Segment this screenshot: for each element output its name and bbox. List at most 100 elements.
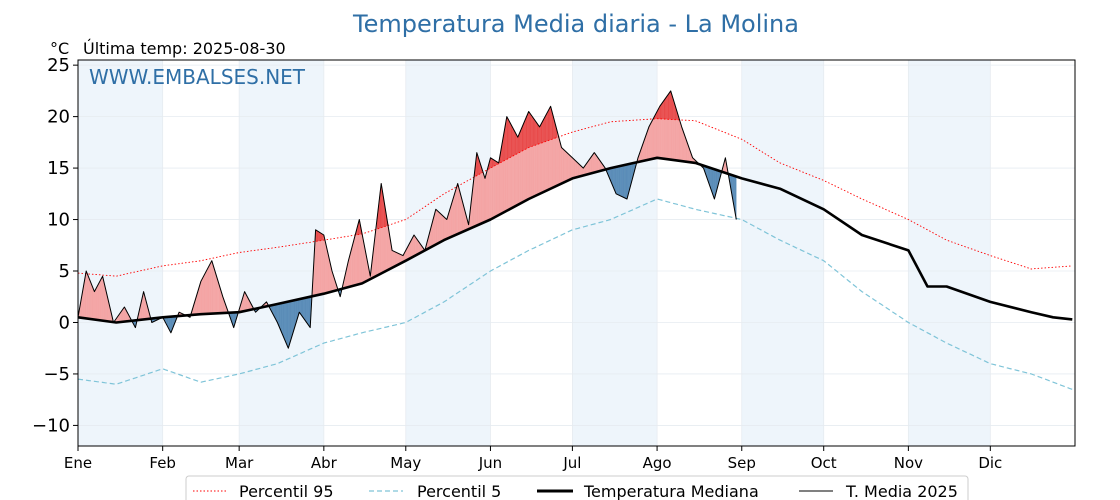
legend-label-p95: Percentil 95 — [239, 482, 334, 500]
deviation-fill — [101, 276, 103, 321]
y-tick-label: 10 — [47, 210, 70, 231]
series-line-median — [77, 156, 1073, 324]
deviation-fill — [568, 153, 570, 181]
above-p95-fill — [316, 230, 319, 242]
y-tick-label: −10 — [32, 415, 70, 436]
deviation-fill — [486, 168, 488, 222]
plot-frame — [77, 59, 1076, 447]
deviation-fill — [88, 277, 91, 320]
deviation-fill — [615, 166, 618, 195]
above-p95-fill — [513, 129, 516, 156]
deviation-fill — [207, 265, 210, 315]
deviation-fill — [457, 183, 460, 235]
deviation-fill — [592, 152, 595, 174]
x-tick-label: Ene — [64, 454, 92, 472]
above-p95-fill — [506, 116, 509, 160]
x-tick-label: Dic — [978, 454, 1002, 472]
deviation-fill — [214, 269, 217, 314]
deviation-fill — [413, 234, 416, 257]
deviation-fill — [437, 210, 439, 245]
above-p95-fill — [538, 124, 540, 145]
above-p95-fill — [667, 92, 670, 120]
deviation-fill — [319, 232, 322, 295]
x-tick-label: Abr — [311, 454, 338, 472]
x-tick-label: Sep — [728, 454, 756, 472]
chart-title: Temperatura Media diaria - La Molina — [352, 10, 799, 38]
deviation-fill — [579, 163, 581, 177]
deviation-fill — [87, 274, 90, 319]
above-p95-fill — [663, 98, 666, 120]
above-p95-fill — [535, 120, 538, 146]
y-tick-label: −5 — [43, 364, 70, 385]
deviation-fill — [307, 296, 309, 327]
deviation-fill — [484, 173, 487, 223]
deviation-fill — [439, 212, 442, 243]
y-tick-label: 0 — [59, 312, 70, 333]
deviation-fill — [353, 234, 356, 286]
deviation-fill — [289, 300, 292, 344]
deviation-fill — [618, 165, 621, 196]
deviation-fill — [482, 169, 484, 224]
deviation-fill — [681, 126, 684, 162]
deviation-fill — [285, 301, 288, 346]
deviation-fill — [435, 208, 438, 245]
deviation-fill — [301, 298, 304, 319]
deviation-fill — [355, 229, 357, 286]
deviation-fill — [680, 122, 682, 162]
deviation-fill — [620, 165, 622, 197]
x-tick-label: Ago — [643, 454, 672, 472]
deviation-fill — [391, 250, 394, 269]
deviation-fill — [590, 156, 592, 174]
deviation-fill — [572, 157, 574, 179]
deviation-fill — [648, 124, 651, 160]
y-tick-label: 15 — [47, 158, 70, 179]
y-axis: 25 20 15 10 5 0 −5 −10 — [32, 55, 78, 436]
deviation-fill — [211, 260, 214, 314]
deviation-fill — [94, 288, 96, 320]
deviation-fill — [480, 165, 483, 225]
above-p95-fill — [534, 118, 536, 146]
deviation-fill — [564, 149, 566, 183]
deviation-fill — [594, 152, 596, 173]
above-p95-fill — [669, 90, 671, 120]
legend-label-p5: Percentil 5 — [417, 482, 501, 500]
y-tick-label: 25 — [47, 55, 70, 76]
deviation-fill — [282, 302, 285, 339]
deviation-fill — [569, 154, 572, 180]
above-p95-fill — [542, 119, 544, 143]
above-p95-fill — [318, 231, 320, 242]
above-p95-fill — [529, 112, 532, 148]
deviation-fill — [561, 147, 563, 184]
deviation-fill — [290, 300, 293, 340]
deviation-fill — [442, 215, 445, 242]
deviation-fill — [206, 268, 208, 315]
deviation-fill — [576, 161, 579, 178]
deviation-fill — [494, 160, 497, 218]
deviation-fill — [495, 160, 498, 217]
deviation-fill — [566, 152, 569, 182]
deviation-fill — [614, 166, 617, 194]
deviation-fill — [622, 164, 625, 198]
deviation-fill — [305, 297, 308, 325]
deviation-fill — [286, 301, 289, 349]
deviation-fill — [458, 188, 461, 234]
deviation-fill — [393, 250, 396, 268]
deviation-fill — [352, 240, 355, 287]
deviation-fill — [200, 278, 203, 315]
deviation-fill — [617, 166, 619, 196]
x-axis: Ene Feb Mar Abr May Jun Jul Ago Sep Oct Nov Dic — [64, 446, 1002, 472]
deviation-fill — [647, 126, 650, 161]
month-band — [741, 60, 824, 446]
x-tick-label: Mar — [225, 454, 254, 472]
above-p95-fill — [549, 106, 551, 141]
deviation-fill — [303, 297, 305, 321]
deviation-fill — [279, 302, 282, 333]
month-band — [78, 60, 163, 446]
deviation-fill — [438, 211, 441, 244]
deviation-fill — [557, 132, 559, 186]
deviation-fill — [394, 251, 397, 267]
above-p95-fill — [547, 108, 550, 141]
above-p95-fill — [661, 101, 663, 120]
watermark: WWW.EMBALSES.NET — [89, 65, 306, 89]
